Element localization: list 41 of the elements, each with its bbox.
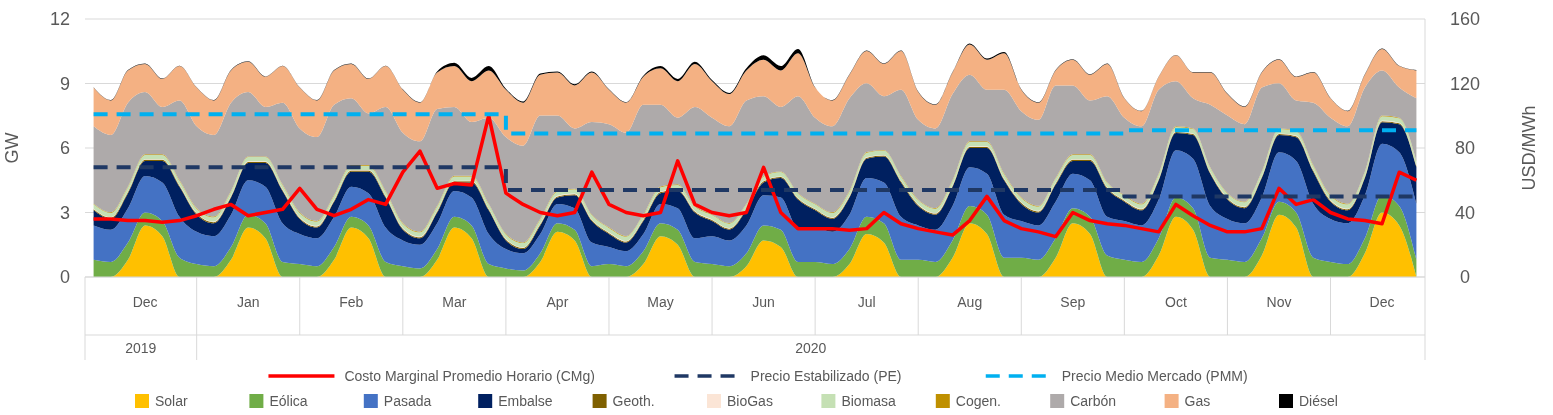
y-tick-label: 6	[59, 138, 70, 159]
x-tick-label: Apr	[546, 294, 569, 310]
legend-label: Embalse	[498, 392, 553, 409]
y2-axis-title: USD/MWh	[1519, 105, 1539, 191]
y-tick-label: 3	[59, 202, 70, 223]
legend-label: Geoth.	[612, 392, 655, 409]
legend-label: Cogen.	[955, 392, 1001, 409]
x-tick-label: Jun	[752, 294, 775, 310]
y2-tick-label: 160	[1449, 9, 1481, 30]
y-tick-label: 12	[49, 9, 70, 30]
x-tick-label: Mar	[442, 294, 467, 310]
x-tick-label: Aug	[957, 294, 983, 310]
legend-label: BioGas	[727, 392, 773, 409]
y2-tick-label: 80	[1454, 138, 1476, 159]
legend-label: Precio Medio Mercado (PMM)	[1061, 367, 1248, 384]
text: 2020	[795, 340, 827, 356]
legend-label: Solar	[155, 392, 189, 409]
y2-tick-label: 0	[1459, 267, 1471, 288]
legend-label: Diésel	[1299, 392, 1338, 409]
y2-tick-label: 120	[1449, 73, 1481, 94]
x-tick-label: Jan	[236, 294, 260, 310]
y2-tick-label: 40	[1454, 202, 1476, 223]
legend-label: Carbón	[1070, 392, 1117, 409]
y-tick-label: 0	[59, 267, 70, 288]
x-tick-label: Dec	[1369, 294, 1395, 310]
x-tick-label: Oct	[1165, 294, 1187, 310]
legend-label: Costo Marginal Promedio Horario (CMg)	[344, 367, 595, 384]
legend-label: Gas	[1184, 392, 1211, 409]
text: 2019	[125, 340, 157, 356]
y-tick-label: 9	[59, 73, 70, 94]
legend-label: Eólica	[269, 392, 308, 409]
x-tick-label: Jul	[857, 294, 876, 310]
x-tick-label: Sep	[1060, 294, 1086, 310]
legend-label: Pasada	[383, 392, 432, 409]
x-tick-label: May	[647, 294, 674, 310]
x-tick-label: Nov	[1266, 294, 1292, 310]
x-tick-label: Feb	[339, 294, 364, 310]
legend-label: Precio Estabilizado (PE)	[750, 367, 902, 384]
x-tick-label: Dec	[132, 294, 158, 310]
y-axis-title: GW	[2, 132, 22, 164]
legend-label: Biomasa	[841, 392, 897, 409]
